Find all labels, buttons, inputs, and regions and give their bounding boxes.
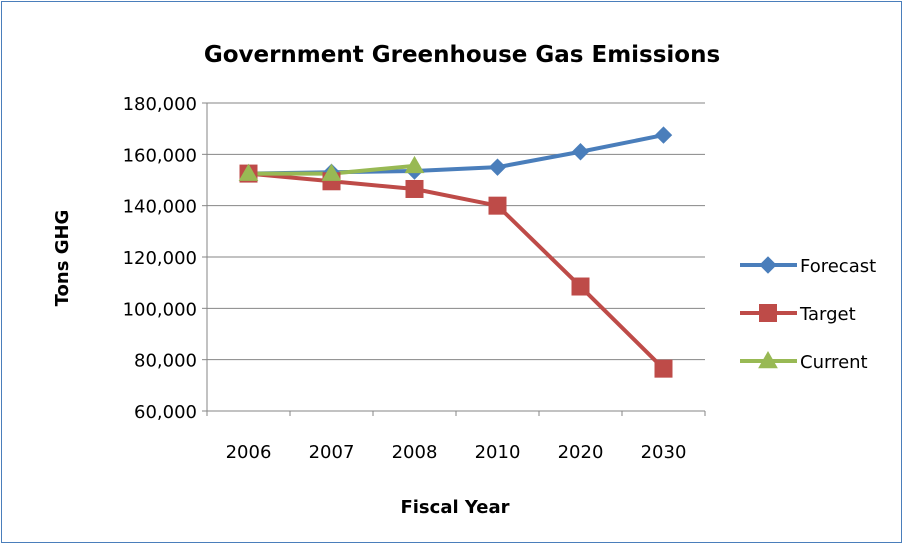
y-tick-label: 80,000 [134, 351, 197, 372]
data-point-forecast [654, 126, 673, 144]
x-tick-label: 2010 [475, 442, 521, 463]
legend-marker-forecast [759, 256, 777, 274]
data-point-target [571, 277, 590, 296]
legend-label-current: Current [800, 352, 868, 373]
x-tick-label: 2008 [392, 442, 438, 463]
data-point-target [488, 196, 507, 215]
legend-marker-current [758, 350, 778, 369]
x-tick-label: 2006 [226, 442, 272, 463]
y-tick-label: 100,000 [123, 299, 197, 320]
data-point-forecast [488, 158, 507, 176]
grid-lines [207, 102, 705, 361]
legend-label-target: Target [799, 304, 856, 325]
data-point-forecast [571, 143, 590, 161]
x-tick-label: 2030 [641, 442, 687, 463]
legend-label-forecast: Forecast [800, 256, 876, 277]
data-markers [238, 126, 673, 378]
y-tick-label: 120,000 [123, 248, 197, 269]
axes: 60,000 80,000 100,000 120,000 140,000 160,000… [123, 94, 706, 463]
y-tick-label: 140,000 [123, 197, 197, 218]
data-point-target [654, 359, 673, 378]
y-tick-label: 160,000 [123, 145, 197, 166]
y-tick-label: 60,000 [134, 402, 197, 423]
series-lines [246, 133, 666, 371]
data-point-current [238, 163, 259, 181]
legend: Forecast Target Current [740, 256, 876, 373]
x-tick-label: 2020 [558, 442, 604, 463]
data-point-current [321, 163, 342, 181]
series-line-target [246, 171, 666, 371]
y-axis-title: Tons GHG [52, 210, 73, 307]
legend-marker-target [759, 304, 777, 322]
y-tick-label: 180,000 [123, 94, 197, 115]
chart-title: Government Greenhouse Gas Emissions [204, 42, 720, 68]
x-tick-label: 2007 [309, 442, 355, 463]
data-point-current [404, 155, 425, 174]
data-point-target [405, 179, 424, 198]
x-axis-title: Fiscal Year [400, 497, 509, 518]
